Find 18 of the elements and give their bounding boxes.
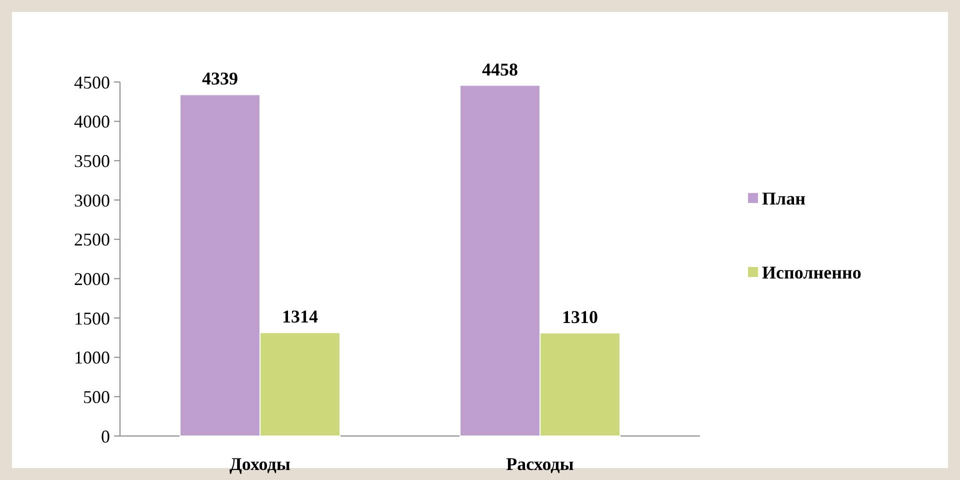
data-label: 1314 xyxy=(282,306,318,327)
x-tick-label: Доходы xyxy=(230,454,290,474)
x-tick-label: Расходы xyxy=(506,454,574,474)
y-tick-label: 500 xyxy=(83,386,110,407)
y-tick-label: 2500 xyxy=(74,230,110,250)
y-tick-label: 3500 xyxy=(74,150,110,171)
y-tick-label: 4500 xyxy=(74,72,110,92)
data-label: 4339 xyxy=(202,68,238,89)
y-tick-label: 1500 xyxy=(74,308,110,328)
data-label: 4458 xyxy=(482,59,518,80)
y-tick-label: 0 xyxy=(101,426,110,446)
data-label: 1310 xyxy=(562,306,598,327)
y-tick-label: 3000 xyxy=(74,190,110,210)
y-tick-label: 4000 xyxy=(74,112,110,132)
legend-label: План xyxy=(762,188,806,208)
legend-label: Исполненно xyxy=(762,262,862,282)
y-tick-label: 2000 xyxy=(74,268,110,289)
y-tick-label: 1000 xyxy=(74,348,110,368)
